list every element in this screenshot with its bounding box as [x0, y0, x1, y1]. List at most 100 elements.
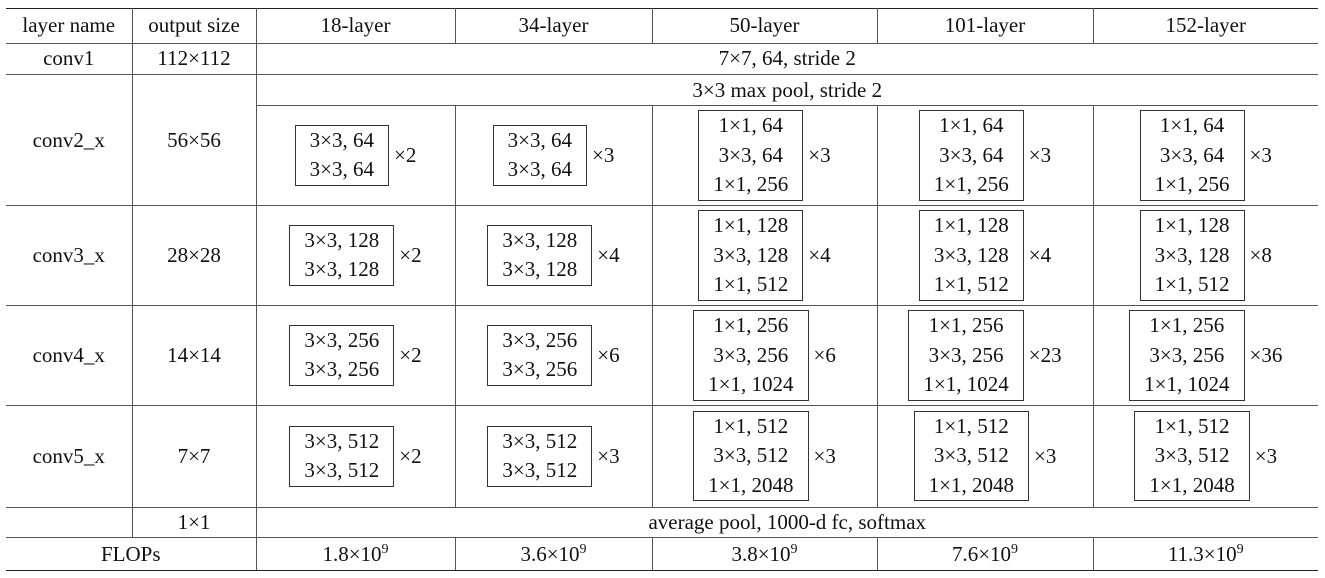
- block-layer-spec: 1×1, 128: [933, 213, 1009, 238]
- conv4-row: conv4_x 14×14 3×3, 256 3×3, 256 ×2 3×3, 25…: [6, 304, 1318, 406]
- block-repeat-count: ×4: [1028, 242, 1052, 267]
- conv3-size: 28×28: [131, 204, 257, 306]
- matrix-bracket: 1×1, 64 3×3, 64 1×1, 256: [918, 110, 1024, 201]
- block-repeat-count: ×3: [597, 443, 620, 468]
- conv5-row: conv5_x 7×7 3×3, 512 3×3, 512 ×2 3×3, 512 3…: [6, 404, 1318, 508]
- conv5-34-layer-block: 3×3, 512 3×3, 512 ×3: [454, 404, 653, 508]
- block-layer-spec: 3×3, 512: [713, 443, 789, 468]
- conv2-pool: 3×3 max pool, stride 2: [255, 74, 1318, 106]
- bracket-block: 1×1, 256 3×3, 256 1×1, 1024 ×6: [693, 310, 836, 401]
- block-layer-spec: 3×3, 128: [502, 257, 578, 282]
- conv1-size: 112×112: [131, 42, 257, 76]
- block-layer-spec: 3×3, 128: [1154, 242, 1230, 267]
- matrix-bracket: 1×1, 64 3×3, 64 1×1, 256: [1139, 110, 1245, 201]
- header-50-layer: 50-layer: [651, 8, 878, 44]
- block-layer-spec: 1×1, 512: [1154, 272, 1230, 297]
- conv3-50-layer-block: 1×1, 128 3×3, 128 1×1, 512 ×4: [651, 204, 878, 306]
- flops-50-layer: 3.8×109: [651, 537, 878, 571]
- block-layer-spec: 3×3, 64: [1159, 142, 1225, 167]
- matrix-bracket: 1×1, 64 3×3, 64 1×1, 256: [698, 110, 804, 201]
- conv2-18-layer-block: 3×3, 64 3×3, 64 ×2: [256, 104, 456, 206]
- block-layer-spec: 3×3, 128: [713, 242, 789, 267]
- conv3-name: conv3_x: [6, 204, 133, 306]
- flops-exponent: 9: [1236, 541, 1244, 557]
- block-repeat-count: ×2: [399, 242, 422, 267]
- conv5-101-layer-block: 1×1, 512 3×3, 512 1×1, 2048 ×3: [876, 404, 1094, 508]
- header-layer-name: layer name: [6, 8, 133, 44]
- bracket-block: 1×1, 256 3×3, 256 1×1, 1024 ×23: [908, 310, 1062, 401]
- block-repeat-count: ×23: [1028, 342, 1062, 367]
- final-spec: average pool, 1000-d fc, softmax: [255, 506, 1318, 539]
- block-layer-spec: 1×1, 1024: [1144, 372, 1230, 396]
- flops-base: 1.8×10: [322, 541, 382, 566]
- block-repeat-count: ×3: [1028, 142, 1052, 167]
- bracket-block: 1×1, 256 3×3, 256 1×1, 1024 ×36: [1129, 310, 1282, 401]
- header-101-layer: 101-layer: [876, 8, 1094, 44]
- bracket-block: 1×1, 512 3×3, 512 1×1, 2048 ×3: [693, 410, 836, 502]
- resnet-architecture-table: layer name output size 18-layer 34-layer…: [6, 8, 1318, 571]
- block-layer-spec: 3×3, 512: [502, 458, 578, 483]
- block-layer-spec: 3×3, 512: [933, 443, 1009, 468]
- block-layer-spec: 1×1, 2048: [1149, 472, 1235, 497]
- conv4-34-layer-block: 3×3, 256 3×3, 256 ×6: [454, 304, 653, 406]
- bracket-block: 1×1, 64 3×3, 64 1×1, 256 ×3: [1139, 110, 1272, 201]
- flops-row: FLOPs 1.8×109 3.6×109 3.8×109 7.6×109 11…: [6, 537, 1318, 571]
- block-layer-spec: 3×3, 256: [304, 327, 380, 352]
- matrix-bracket: 3×3, 512 3×3, 512: [487, 425, 593, 487]
- header-row: layer name output size 18-layer 34-layer…: [6, 8, 1318, 44]
- flops-18-layer: 1.8×109: [255, 537, 456, 571]
- bracket-block: 3×3, 256 3×3, 256 ×2: [289, 324, 422, 386]
- block-layer-spec: 3×3, 256: [928, 342, 1004, 367]
- bracket-block: 1×1, 512 3×3, 512 1×1, 2048 ×3: [1134, 410, 1277, 502]
- block-layer-spec: 3×3, 64: [939, 142, 1004, 167]
- conv4-name: conv4_x: [6, 304, 133, 406]
- flops-exponent: 9: [790, 541, 798, 557]
- conv1-name: conv1: [6, 42, 133, 76]
- block-layer-spec: 1×1, 256: [713, 313, 789, 337]
- block-repeat-count: ×4: [597, 242, 620, 267]
- block-layer-spec: 1×1, 128: [713, 213, 789, 238]
- matrix-bracket: 1×1, 512 3×3, 512 1×1, 2048: [1134, 410, 1250, 502]
- conv2-name: conv2_x: [6, 74, 133, 206]
- block-repeat-count: ×2: [394, 142, 417, 167]
- matrix-bracket: 1×1, 128 3×3, 128 1×1, 512: [918, 210, 1024, 301]
- block-layer-spec: 1×1, 512: [1154, 413, 1230, 438]
- bracket-block: 1×1, 128 3×3, 128 1×1, 512 ×4: [698, 210, 831, 301]
- matrix-bracket: 1×1, 256 3×3, 256 1×1, 1024: [1129, 310, 1245, 401]
- header-34-layer: 34-layer: [454, 8, 653, 44]
- block-layer-spec: 3×3, 512: [304, 458, 380, 483]
- block-layer-spec: 3×3, 256: [304, 357, 380, 382]
- bracket-block: 3×3, 128 3×3, 128 ×2: [289, 224, 422, 286]
- bracket-block: 1×1, 128 3×3, 128 1×1, 512 ×8: [1139, 210, 1272, 301]
- matrix-bracket: 1×1, 512 3×3, 512 1×1, 2048: [693, 410, 809, 502]
- block-layer-spec: 3×3, 128: [502, 227, 578, 252]
- conv2-blocks-row: 3×3, 64 3×3, 64 ×2 3×3, 64 3×3, 64 ×3 1×1, 6…: [6, 104, 1318, 206]
- conv2-101-layer-block: 1×1, 64 3×3, 64 1×1, 256 ×3: [876, 104, 1094, 206]
- block-repeat-count: ×6: [813, 342, 836, 367]
- block-layer-spec: 1×1, 2048: [708, 472, 794, 497]
- block-layer-spec: 3×3, 128: [304, 227, 380, 252]
- block-layer-spec: 1×1, 64: [1159, 113, 1225, 138]
- block-layer-spec: 1×1, 256: [933, 172, 1009, 197]
- flops-label: FLOPs: [6, 537, 257, 571]
- block-layer-spec: 1×1, 64: [939, 113, 1004, 138]
- conv5-18-layer-block: 3×3, 512 3×3, 512 ×2: [255, 404, 456, 508]
- matrix-bracket: 3×3, 64 3×3, 64: [294, 124, 389, 186]
- header-output-size: output size: [131, 8, 257, 44]
- conv5-name: conv5_x: [6, 404, 133, 508]
- block-layer-spec: 3×3, 256: [713, 342, 789, 367]
- conv2-size: 56×56: [131, 74, 257, 206]
- block-layer-spec: 1×1, 256: [1154, 172, 1230, 197]
- flops-exponent: 9: [381, 541, 389, 557]
- block-layer-spec: 1×1, 256: [713, 172, 789, 197]
- block-layer-spec: 3×3, 256: [502, 357, 578, 382]
- block-layer-spec: 1×1, 512: [713, 413, 789, 438]
- flops-34-layer: 3.6×109: [454, 537, 653, 571]
- block-layer-spec: 1×1, 512: [933, 272, 1009, 297]
- bracket-block: 1×1, 512 3×3, 512 1×1, 2048 ×3: [913, 410, 1056, 502]
- block-layer-spec: 1×1, 64: [718, 113, 783, 138]
- block-layer-spec: 1×1, 512: [713, 272, 789, 297]
- final-row: 1×1 average pool, 1000-d fc, softmax: [6, 506, 1318, 539]
- bracket-block: 3×3, 64 3×3, 64 ×3: [492, 124, 614, 186]
- conv1-spec: 7×7, 64, stride 2: [255, 42, 1318, 76]
